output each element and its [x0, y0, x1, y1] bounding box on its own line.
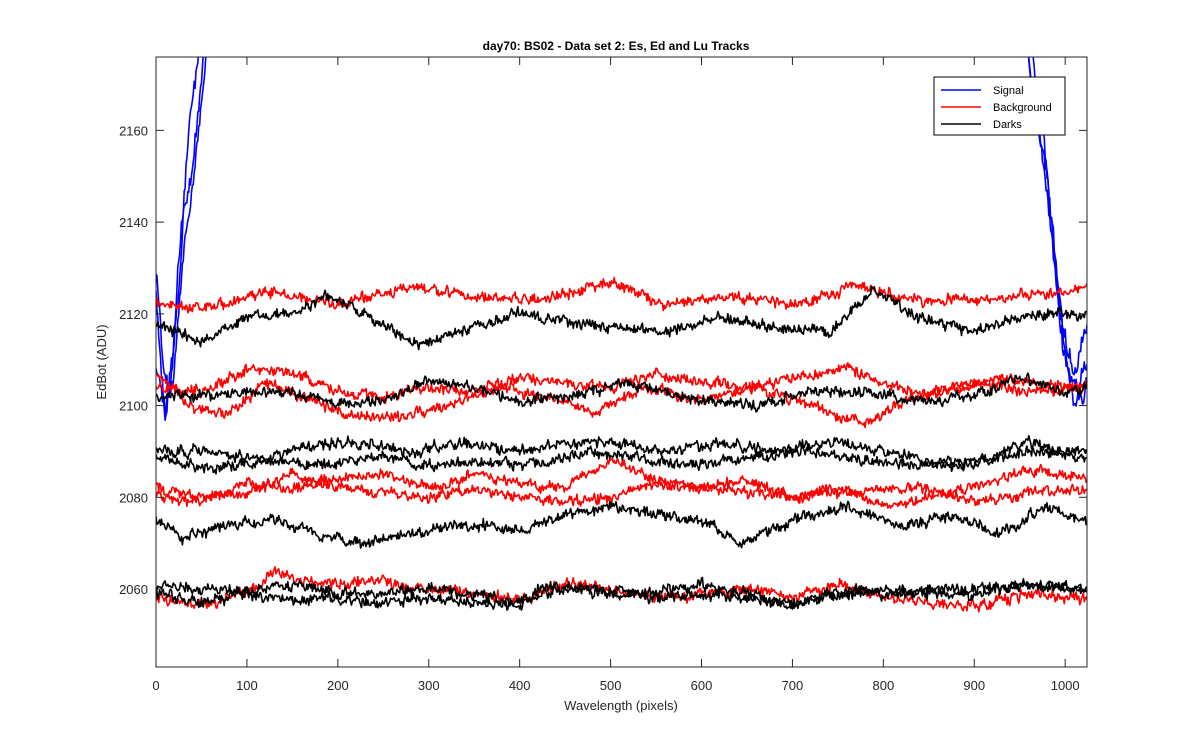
series-line-background [156, 467, 1087, 507]
x-tick-label: 1000 [1051, 678, 1080, 693]
x-tick-label: 700 [782, 678, 804, 693]
y-tick-label: 2080 [119, 490, 148, 505]
series-line-darks [156, 435, 1087, 473]
x-tick-label: 200 [327, 678, 349, 693]
y-tick-label: 2160 [119, 123, 148, 138]
chart-title: day70: BS02 - Data set 2: Es, Ed and Lu … [483, 39, 750, 53]
x-tick-label: 500 [600, 678, 622, 693]
y-tick-label: 2100 [119, 399, 148, 414]
axes-box [155, 56, 1088, 668]
x-tick-label: 400 [509, 678, 531, 693]
y-tick-label: 2120 [119, 307, 148, 322]
plot-area [156, 57, 1087, 667]
series-line-background [156, 276, 1087, 314]
legend-label-background: Background [993, 102, 1052, 114]
x-tick-label: 900 [963, 678, 985, 693]
legend-box [933, 76, 1066, 136]
legend: Signal Background Darks [933, 76, 1066, 136]
x-tick-label: 800 [872, 678, 894, 693]
y-tick-label: 2060 [119, 582, 148, 597]
series-layer [156, 57, 1087, 613]
series-line-darks [156, 372, 1087, 413]
series-line-darks [156, 285, 1087, 351]
x-axis: 0 100 200 300 400 500 600 700 800 900 1000 [152, 57, 1080, 693]
y-axis-label: EdBot (ADU) [94, 324, 109, 399]
series-line-background [156, 457, 1087, 509]
series-line-background [156, 566, 1087, 613]
series-line-darks [156, 578, 1087, 610]
y-axis: 2060 2080 2100 2120 2140 2160 [119, 123, 1087, 597]
x-tick-label: 600 [691, 678, 713, 693]
series-line-darks [156, 435, 1087, 475]
x-tick-label: 300 [418, 678, 440, 693]
x-tick-label: 0 [152, 678, 159, 693]
x-tick-label: 100 [236, 678, 258, 693]
y-tick-label: 2140 [119, 215, 148, 230]
x-axis-label: Wavelength (pixels) [564, 698, 678, 713]
series-line-darks [156, 500, 1087, 549]
legend-label-signal: Signal [993, 85, 1024, 97]
legend-label-darks: Darks [993, 119, 1022, 131]
